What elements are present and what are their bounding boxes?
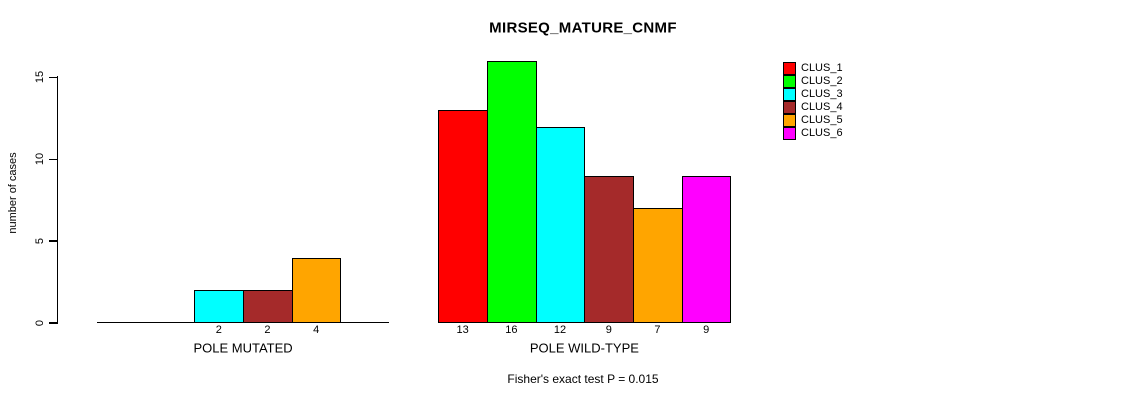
y-axis-tick-label: 0 [34,319,46,327]
bar-value-label-pole-wild-type-clus-2: 16 [505,324,518,336]
legend: CLUS_1 CLUS_2 CLUS_3 CLUS_4 CLUS_5 CLUS_6 [783,62,843,140]
bar-value-label-pole-wild-type-clus-1: 13 [456,324,469,336]
bar-value-label-pole-wild-type-clus-5: 7 [654,324,661,336]
bar-value-label-pole-mutated-clus-4: 2 [264,324,271,336]
chart-title: MIRSEQ_MATURE_CNMF [489,19,677,37]
y-axis-tick-label: 15 [34,71,46,84]
legend-label-clus-4: CLUS_4 [801,101,843,113]
legend-label-clus-5: CLUS_5 [801,114,843,126]
bar-pole-wild-type-clus-3 [535,126,586,323]
legend-swatch-clus-4 [783,101,796,114]
y-axis-tick [48,322,57,324]
legend-label-clus-6: CLUS_6 [801,127,843,139]
fisher-test-annotation: Fisher's exact test P = 0.015 [507,372,659,386]
legend-swatch-clus-1 [783,62,796,75]
y-axis-tick [48,240,57,242]
group-label-pole-mutated: POLE MUTATED [193,340,293,356]
legend-swatch-clus-6 [783,127,796,140]
group-label-pole-wild-type: POLE WILD-TYPE [529,340,639,356]
legend-swatch-clus-3 [783,88,796,101]
bar-pole-wild-type-clus-2 [487,61,537,323]
legend-item-clus-3: CLUS_3 [783,88,843,101]
legend-label-clus-2: CLUS_2 [801,75,843,87]
bar-pole-mutated-clus-5 [291,257,342,323]
legend-swatch-clus-5 [783,114,796,127]
legend-label-clus-1: CLUS_1 [801,62,843,74]
bar-value-label-pole-wild-type-clus-6: 9 [703,324,710,336]
bar-value-label-pole-wild-type-clus-3: 12 [553,324,567,336]
legend-swatch-clus-2 [783,75,796,88]
legend-item-clus-2: CLUS_2 [783,75,843,88]
bar-pole-wild-type-clus-5 [633,208,683,323]
bar-pole-mutated-clus-3 [194,290,245,323]
bar-value-label-pole-mutated-clus-5: 4 [313,324,320,336]
legend-item-clus-6: CLUS_6 [783,127,843,140]
y-axis-tick-label: 5 [34,238,46,245]
bar-value-label-pole-wild-type-clus-4: 9 [605,324,612,336]
legend-label-clus-3: CLUS_3 [801,88,843,100]
bar-pole-mutated-clus-4 [243,290,293,323]
y-axis-tick [48,158,57,161]
bar-pole-wild-type-clus-6 [681,175,732,323]
legend-item-clus-1: CLUS_1 [783,62,843,75]
bar-pole-wild-type-clus-1 [438,110,488,323]
y-axis-tick [48,76,57,79]
y-axis-tick-label: 10 [34,153,46,166]
y-axis-line [56,76,58,324]
bar-value-label-pole-mutated-clus-3: 2 [215,324,222,336]
bar-pole-wild-type-clus-4 [584,175,635,323]
legend-item-clus-4: CLUS_4 [783,101,843,114]
legend-item-clus-5: CLUS_5 [783,114,843,127]
